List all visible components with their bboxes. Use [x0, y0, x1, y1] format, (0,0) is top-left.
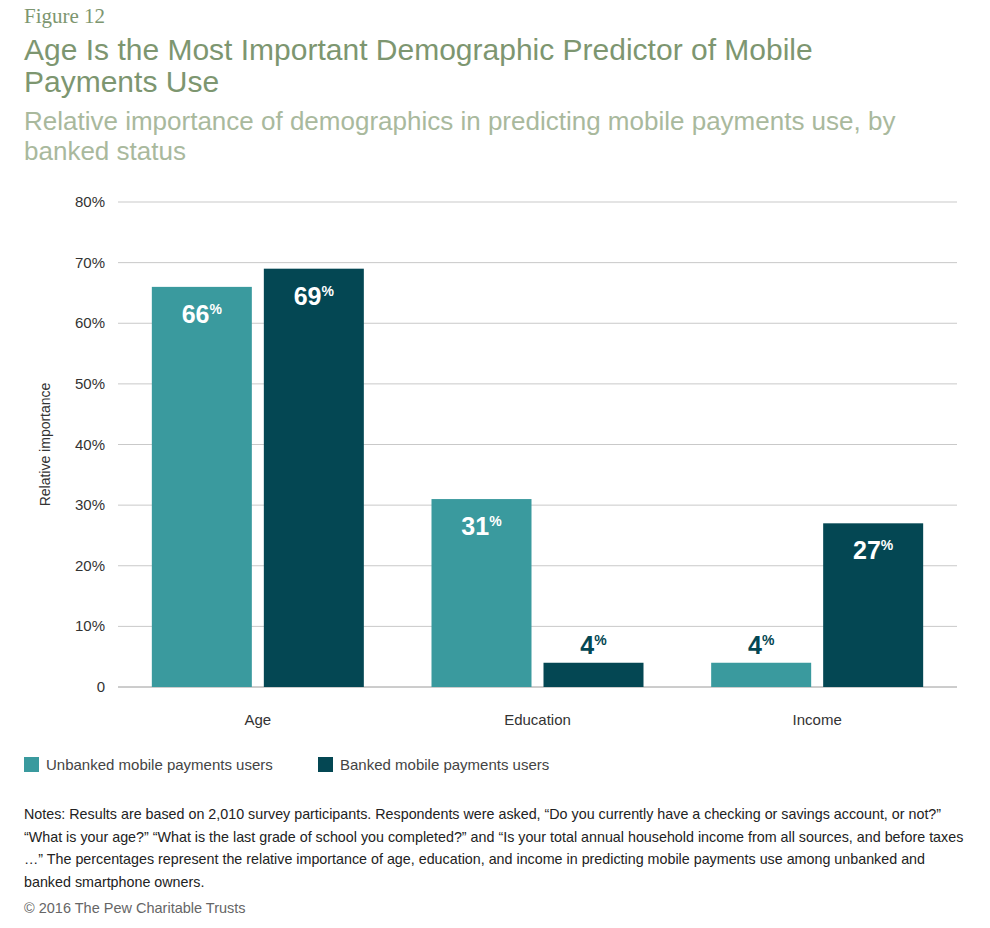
bar	[823, 523, 923, 687]
data-label-number: 4	[748, 631, 762, 659]
y-tick-label: 60%	[75, 314, 105, 331]
bar	[264, 269, 364, 687]
data-label-unit: %	[881, 537, 894, 553]
title: Age Is the Most Important Demographic Pr…	[24, 34, 904, 98]
data-label-unit: %	[210, 301, 223, 317]
data-label-number: 31	[461, 512, 489, 540]
x-tick-label: Income	[793, 711, 842, 728]
bar	[432, 499, 532, 687]
y-tick-label: 10%	[75, 617, 105, 634]
data-label-number: 66	[182, 300, 210, 328]
grid-line	[118, 202, 957, 203]
data-label-number: 69	[294, 282, 322, 310]
notes: Notes: Results are based on 2,010 survey…	[24, 803, 974, 893]
y-tick-label: 20%	[75, 557, 105, 574]
x-tick-label: Education	[504, 711, 571, 728]
grid-line	[118, 262, 957, 263]
y-tick-label: 80%	[75, 193, 105, 210]
data-label-unit: %	[594, 632, 607, 648]
bar	[711, 663, 811, 687]
data-label: 66%	[182, 300, 223, 328]
data-label: 69%	[294, 282, 335, 310]
data-label: 27%	[853, 536, 894, 564]
legend-swatch	[24, 757, 39, 772]
legend-swatch	[318, 757, 333, 772]
x-tick-label: Age	[244, 711, 271, 728]
y-tick-label: 30%	[75, 496, 105, 513]
copyright: © 2016 The Pew Charitable Trusts	[24, 900, 246, 916]
subtitle: Relative importance of demographics in p…	[24, 106, 904, 166]
data-label-unit: %	[489, 513, 502, 529]
bar	[152, 287, 252, 687]
data-label-unit: %	[322, 283, 335, 299]
data-label-number: 4	[580, 631, 594, 659]
bar	[544, 663, 644, 687]
y-tick-label: 70%	[75, 254, 105, 271]
data-label: 4%	[580, 631, 607, 659]
data-label: 31%	[461, 512, 502, 540]
y-tick-label: 0	[97, 678, 105, 695]
y-tick-label: 40%	[75, 436, 105, 453]
legend-label: Unbanked mobile payments users	[46, 756, 273, 773]
y-axis-label: Relative importance	[37, 382, 53, 506]
y-tick-label: 50%	[75, 375, 105, 392]
data-label: 4%	[748, 631, 775, 659]
data-label-number: 27	[853, 536, 881, 564]
chart: 0 10% 20% 30% 40% 50% 60% 70% 80% Relative import…	[0, 0, 990, 928]
legend-label: Banked mobile payments users	[340, 756, 549, 773]
figure-label: Figure 12	[24, 4, 105, 29]
data-label-unit: %	[762, 632, 775, 648]
